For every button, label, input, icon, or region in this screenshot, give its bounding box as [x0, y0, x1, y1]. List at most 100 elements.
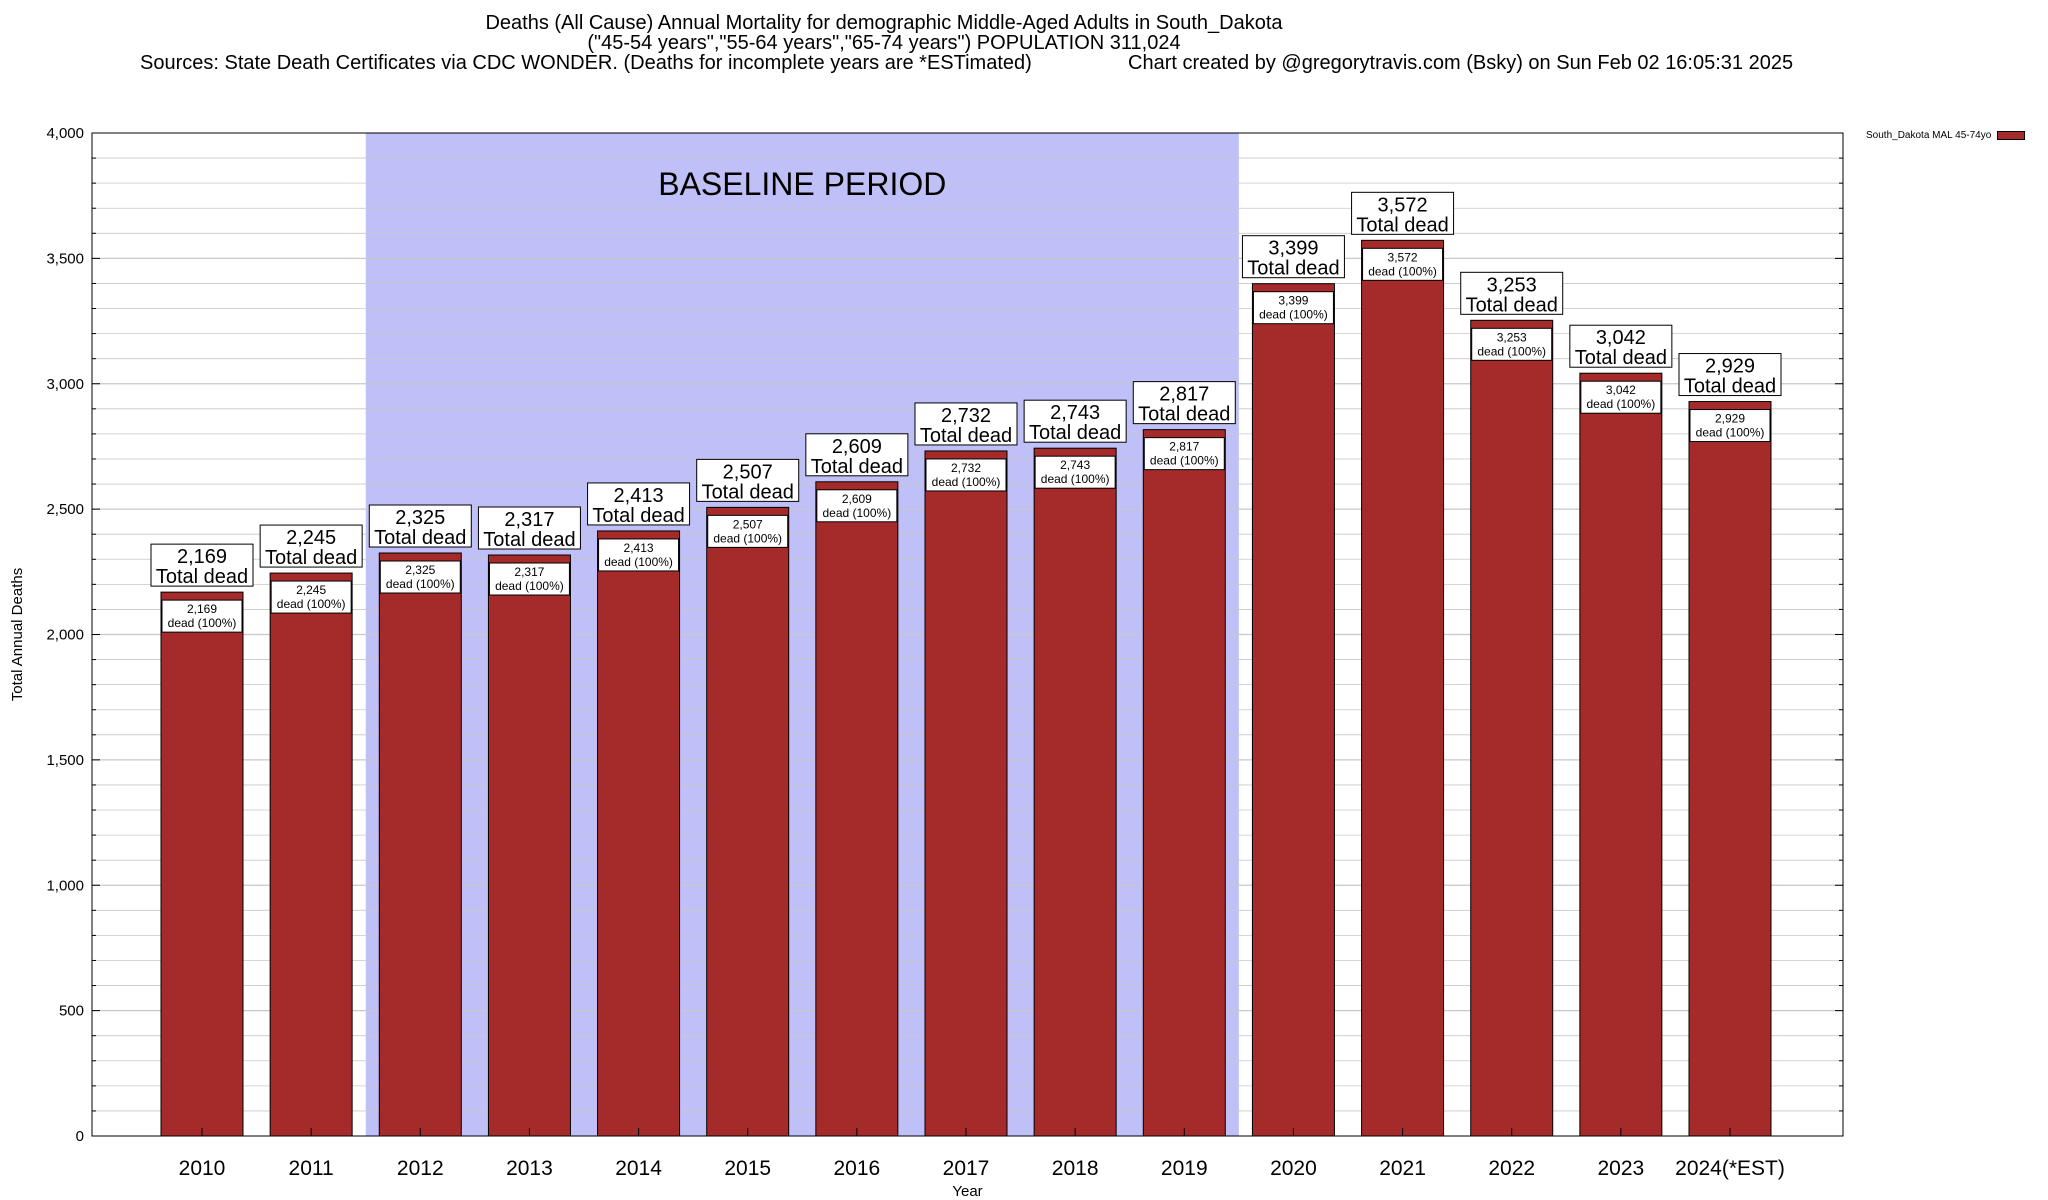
top-label-box [1569, 324, 1673, 368]
top-label-text: Total dead [265, 547, 357, 569]
inner-label-text: dead (100%) [168, 616, 237, 630]
y-tick-label: 0 [76, 1128, 84, 1145]
y-tick-label: 2,000 [46, 627, 84, 644]
top-label-value: 2,325 [395, 507, 445, 529]
inner-label-value: 2,245 [296, 583, 326, 597]
top-label-value: 2,609 [832, 436, 882, 458]
top-label-text: Total dead [1138, 404, 1230, 426]
top-label-text: Total dead [1575, 347, 1667, 369]
bar [1579, 372, 1663, 1137]
inner-label-value: 3,042 [1606, 383, 1636, 397]
bar [1033, 447, 1117, 1137]
inner-label-value: 2,609 [842, 492, 872, 506]
x-tick-label: 2013 [506, 1157, 553, 1180]
inner-label-value: 2,507 [733, 517, 763, 531]
y-tick-label: 3,000 [46, 376, 84, 393]
bar [1361, 239, 1445, 1137]
inner-label-value: 2,743 [1060, 458, 1090, 472]
bar [1251, 283, 1335, 1137]
inner-label-box [1471, 327, 1553, 361]
inner-label-text: dead (100%) [1041, 472, 1110, 486]
y-tick-label: 2,500 [46, 501, 84, 518]
bar [1142, 429, 1226, 1137]
inner-label-text: dead (100%) [1368, 264, 1437, 278]
top-label-text: Total dead [156, 566, 248, 588]
top-label-value: 2,245 [286, 527, 336, 549]
inner-label-box [1252, 291, 1334, 325]
chart-title: Deaths (All Cause) Annual Mortality for … [485, 12, 1283, 34]
x-axis-title: Year [952, 1183, 982, 1200]
top-label-box [696, 458, 800, 502]
legend-label: South_Dakota MAL 45-74yo [1866, 130, 1992, 141]
y-tick-label: 1,000 [46, 877, 84, 894]
inner-label-box [270, 580, 352, 614]
y-axis-title: Total Annual Deaths [9, 568, 26, 701]
x-tick-label: 2016 [833, 1157, 880, 1180]
inner-label-text: dead (100%) [1477, 344, 1546, 358]
inner-label-value: 2,325 [405, 563, 435, 577]
inner-label-box [1362, 247, 1444, 281]
top-label-box [1132, 381, 1236, 425]
inner-label-value: 2,169 [187, 602, 217, 616]
inner-label-box [161, 599, 243, 633]
inner-label-box [1034, 455, 1116, 489]
inner-label-text: dead (100%) [932, 475, 1001, 489]
inner-label-value: 3,399 [1278, 294, 1308, 308]
inner-label-text: dead (100%) [495, 579, 564, 593]
x-tick-label: 2018 [1052, 1157, 1099, 1180]
top-label-text: Total dead [1684, 376, 1776, 398]
top-label-value: 2,732 [941, 405, 991, 427]
bar [924, 450, 1008, 1137]
bar [815, 481, 899, 1137]
top-label-box [914, 402, 1018, 446]
top-label-box [1351, 191, 1455, 235]
bar [269, 572, 353, 1137]
top-label-value: 3,042 [1596, 327, 1646, 349]
inner-label-box [598, 538, 680, 572]
baseline-label: BASELINE PERIOD [658, 166, 946, 202]
inner-label-box [1143, 437, 1225, 471]
top-label-text: Total dead [1247, 258, 1339, 280]
inner-label-value: 2,929 [1715, 412, 1745, 426]
x-tick-label: 2017 [943, 1157, 990, 1180]
x-tick-label: 2019 [1161, 1157, 1208, 1180]
inner-label-box [379, 560, 461, 594]
top-label-box [150, 543, 254, 587]
top-label-text: Total dead [374, 527, 466, 549]
inner-label-value: 2,317 [514, 565, 544, 579]
bar [1688, 401, 1772, 1137]
inner-label-text: dead (100%) [1696, 426, 1765, 440]
bar [1470, 319, 1554, 1137]
y-tick-label: 3,500 [46, 250, 84, 267]
inner-label-box [1580, 380, 1662, 414]
inner-label-box [488, 562, 570, 596]
top-label-value: 2,743 [1050, 402, 1100, 424]
top-label-text: Total dead [811, 456, 903, 478]
top-label-box [1023, 399, 1127, 443]
top-label-text: Total dead [592, 505, 684, 527]
top-label-text: Total dead [483, 529, 575, 551]
x-tick-label: 2011 [289, 1157, 334, 1180]
top-label-value: 3,253 [1487, 274, 1537, 296]
top-label-text: Total dead [1029, 422, 1121, 444]
inner-label-text: dead (100%) [1586, 397, 1655, 411]
inner-label-value: 3,253 [1497, 330, 1527, 344]
top-label-text: Total dead [702, 481, 794, 503]
inner-label-value: 3,572 [1388, 250, 1418, 264]
x-tick-label: 2014 [615, 1157, 662, 1180]
legend-swatch [1997, 131, 2026, 140]
y-tick-label: 500 [59, 1003, 84, 1020]
x-tick-label: 2023 [1597, 1157, 1644, 1180]
x-tick-label: 2012 [397, 1157, 444, 1180]
x-tick-label: 2020 [1270, 1157, 1317, 1180]
top-label-value: 2,817 [1159, 384, 1209, 406]
sources-note: Sources: State Death Certificates via CD… [140, 52, 1032, 74]
inner-label-text: dead (100%) [604, 555, 673, 569]
bar [597, 530, 681, 1137]
top-label-box [1241, 235, 1345, 279]
top-label-value: 3,572 [1378, 194, 1428, 216]
top-label-value: 2,169 [177, 546, 227, 568]
top-label-box [1460, 271, 1564, 315]
inner-label-box [707, 514, 789, 548]
